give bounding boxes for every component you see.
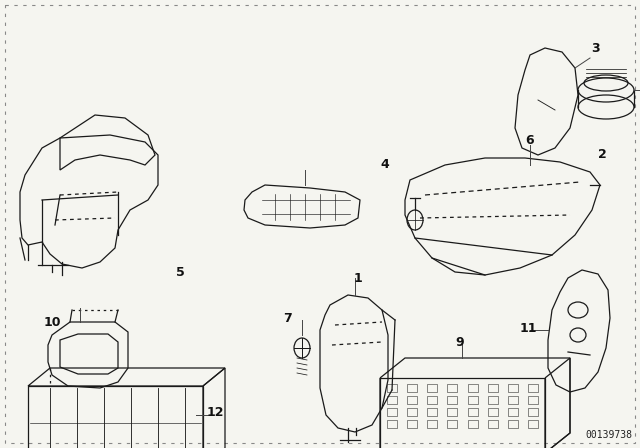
Bar <box>528 396 538 404</box>
Bar <box>468 408 477 416</box>
Bar <box>508 396 518 404</box>
Bar <box>468 396 477 404</box>
Text: 3: 3 <box>591 42 599 55</box>
Text: 12: 12 <box>206 405 224 418</box>
Bar <box>468 420 477 428</box>
Bar <box>468 384 477 392</box>
Bar <box>447 408 458 416</box>
Bar <box>387 384 397 392</box>
Bar <box>508 420 518 428</box>
Bar <box>447 396 458 404</box>
Bar <box>508 384 518 392</box>
Bar <box>528 384 538 392</box>
Bar <box>428 408 437 416</box>
Text: 4: 4 <box>381 159 389 172</box>
Text: 5: 5 <box>175 266 184 279</box>
Bar <box>528 408 538 416</box>
Bar <box>528 420 538 428</box>
Text: 7: 7 <box>284 311 292 324</box>
Bar <box>488 408 498 416</box>
Bar <box>407 408 417 416</box>
Bar <box>488 384 498 392</box>
Text: 9: 9 <box>456 336 464 349</box>
Text: 11: 11 <box>519 322 537 335</box>
Bar <box>447 384 458 392</box>
Text: 2: 2 <box>598 148 606 161</box>
Text: 10: 10 <box>44 315 61 328</box>
Bar <box>488 396 498 404</box>
Bar <box>488 420 498 428</box>
Bar <box>508 408 518 416</box>
Bar <box>428 396 437 404</box>
Text: 6: 6 <box>525 134 534 146</box>
Bar <box>387 420 397 428</box>
Bar <box>407 420 417 428</box>
Bar <box>407 384 417 392</box>
Text: 1: 1 <box>354 271 362 284</box>
Bar <box>447 420 458 428</box>
Bar <box>428 384 437 392</box>
Bar <box>407 396 417 404</box>
Bar <box>387 396 397 404</box>
Bar <box>387 408 397 416</box>
Bar <box>428 420 437 428</box>
Text: 00139738: 00139738 <box>585 430 632 440</box>
